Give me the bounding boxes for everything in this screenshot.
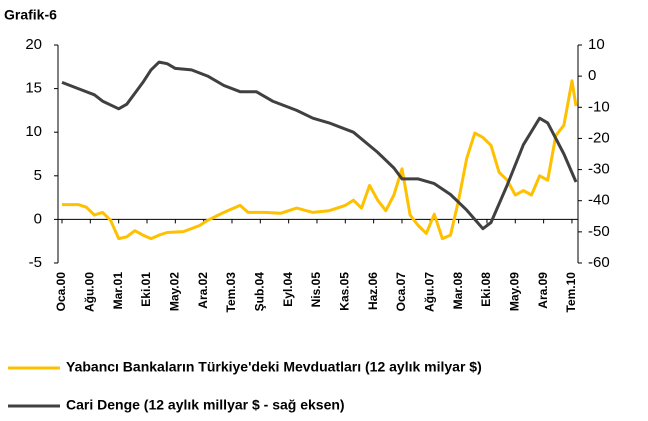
y-tick-label: 15 [25,80,42,97]
y2-tick-label: -10 [588,98,610,115]
x-tick-label: May.02 [167,272,181,311]
x-tick-label: Eyl.04 [281,272,295,307]
x-tick-label: Oca.07 [394,272,408,312]
chart-title: Grafik-6 [4,7,57,23]
y-tick-label: 0 [34,210,42,227]
y2-tick-label: -40 [588,192,610,209]
series-line [62,79,578,241]
x-tick-label: Ara.02 [196,272,210,309]
x-tick-label: Ağu.07 [422,272,436,312]
x-tick-label: Nis.05 [309,272,323,308]
y2-tick-label: 10 [588,36,605,53]
x-tick-label: Tem.03 [224,272,238,313]
y-tick-label: -5 [29,254,42,271]
y2-tick-label: -60 [588,254,610,271]
x-tick-label: Eki.08 [479,272,493,307]
x-tick-label: Mar.01 [111,272,125,310]
y-tick-label: 5 [34,167,42,184]
x-tick-label: Ara.09 [536,272,550,309]
series-line [61,60,578,231]
y2-tick-label: 0 [588,67,596,84]
legend-label: Cari Denge (12 aylık millyar $ - sağ eks… [66,397,345,413]
x-tick-label: Ağu.00 [83,272,97,312]
x-tick-label: Haz.06 [366,272,380,310]
y2-tick-label: -30 [588,161,610,178]
x-tick-label: Kas.05 [337,272,351,311]
x-tick-label: Tem.10 [564,272,578,313]
y-tick-label: 20 [25,36,42,53]
x-tick-label: Şub.04 [252,272,266,312]
x-tick-label: Eki.01 [139,272,153,307]
y2-tick-label: -20 [588,129,610,146]
x-tick-label: Mar.08 [451,272,465,310]
y-tick-label: 10 [25,123,42,140]
legend-label: Yabancı Bankaların Türkiye'deki Mevduatl… [66,359,482,375]
y2-tick-label: -50 [588,223,610,240]
x-tick-label: Oca.00 [54,272,68,312]
x-tick-label: May.09 [507,272,521,311]
